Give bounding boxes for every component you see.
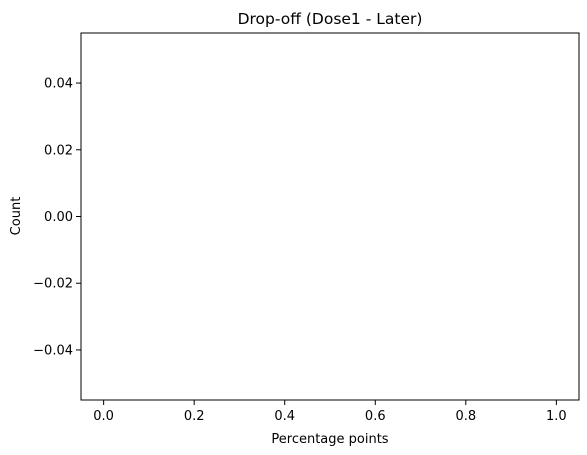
plot-area — [81, 33, 579, 400]
x-tick-label: 0.2 — [184, 409, 205, 424]
y-axis-ticks: −0.04 −0.02 0.00 0.02 0.04 — [33, 77, 81, 359]
y-tick-label: 0.02 — [44, 143, 73, 158]
x-axis-ticks: 0.0 0.2 0.4 0.6 0.8 1.0 — [93, 400, 566, 424]
y-axis-label: Count — [9, 197, 24, 236]
x-tick-label: 1.0 — [546, 409, 567, 424]
y-tick-label: −0.02 — [33, 277, 73, 292]
x-axis-label: Percentage points — [271, 432, 388, 447]
y-tick-label: −0.04 — [33, 343, 73, 358]
axes-frame — [81, 33, 579, 400]
x-tick-label: 0.6 — [365, 409, 386, 424]
x-tick-label: 0.0 — [93, 409, 114, 424]
y-tick-label: 0.04 — [44, 77, 73, 92]
chart-title: Drop-off (Dose1 - Later) — [238, 10, 423, 28]
x-tick-label: 0.4 — [274, 409, 295, 424]
x-tick-label: 0.8 — [455, 409, 476, 424]
y-tick-label: 0.00 — [44, 210, 73, 225]
